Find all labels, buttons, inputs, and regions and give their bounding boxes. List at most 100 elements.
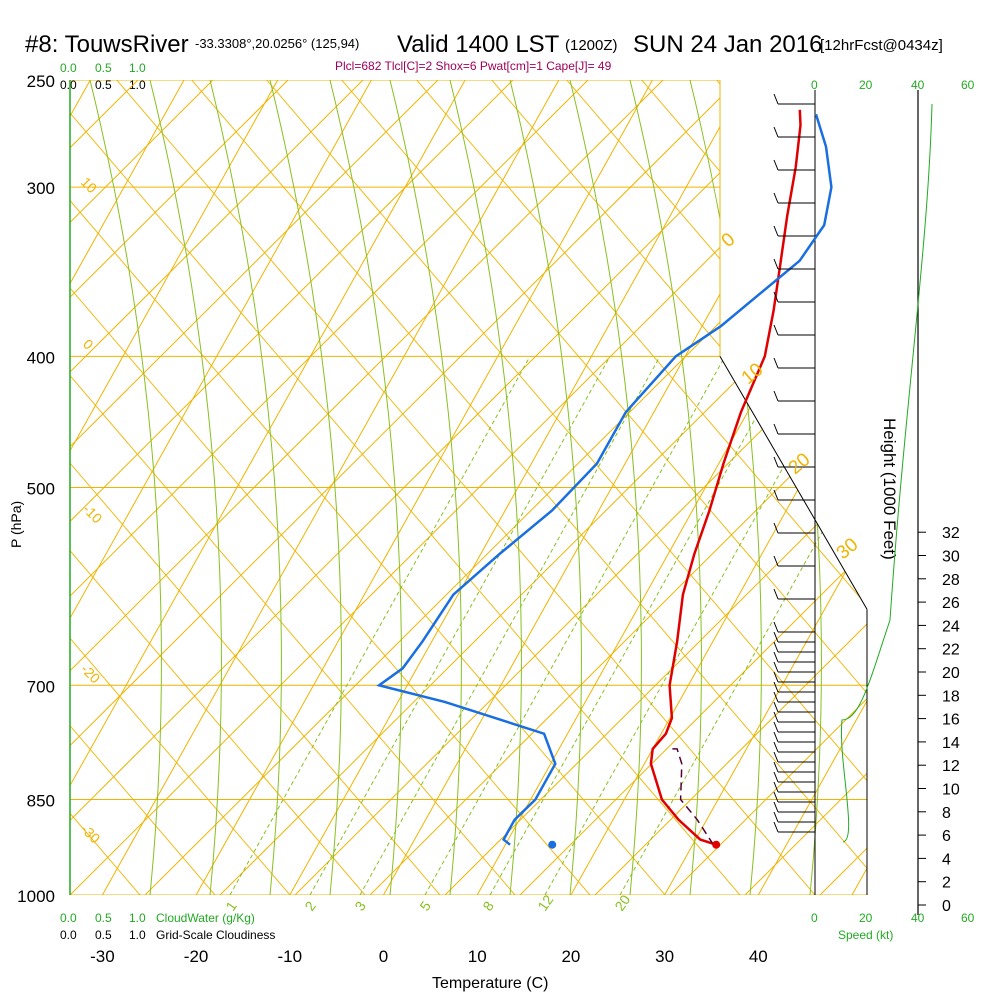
wind-barb-flag xyxy=(773,489,779,501)
pressure-tick-label: 250 xyxy=(27,72,55,91)
mixing-ratio-label: 5 xyxy=(416,898,434,914)
frame-diagonal xyxy=(719,356,868,610)
isotherm-label: 0 xyxy=(80,336,97,353)
dry-adiabat-line xyxy=(70,80,441,895)
height-tick-label: 14 xyxy=(942,735,960,752)
wind-barb-flag xyxy=(773,159,779,171)
valid-date: SUN 24 Jan 2016 xyxy=(633,31,822,58)
isotherm-line xyxy=(101,80,560,895)
wind-barb-flag xyxy=(773,761,779,773)
temp-tick-label: 40 xyxy=(749,947,768,966)
valid-zulu: (1200Z) xyxy=(565,37,618,54)
dry-adiabat-line xyxy=(519,80,867,895)
height-tick-label: 10 xyxy=(942,782,960,799)
moist-adiabat-line xyxy=(269,80,342,895)
y-axis-title: P (hPa) xyxy=(8,501,24,548)
moist-adiabat-line xyxy=(149,80,222,895)
dry-adiabat-line xyxy=(144,80,867,895)
mixing-ratio-label: 8 xyxy=(479,898,497,914)
wind-barb-flag xyxy=(773,671,779,683)
isotherm-label: -10 xyxy=(80,501,106,527)
isotherm-line xyxy=(851,80,867,895)
cloudiness-top-1: 1.0 xyxy=(129,78,146,92)
wind-barb-flag xyxy=(773,641,779,653)
wind-barb-flag xyxy=(773,621,779,633)
height-tick-label: 26 xyxy=(942,595,960,612)
temp-tick-label: -10 xyxy=(278,947,303,966)
height-tick-label: 24 xyxy=(942,618,960,635)
cloudiness-bot-1: 1.0 xyxy=(129,928,146,942)
dry-adiabat-label: 0 xyxy=(718,229,740,252)
mixing-ratio-line xyxy=(489,356,791,895)
moist-adiabat-line xyxy=(689,80,762,895)
moist-adiabat-line xyxy=(89,80,162,895)
cloudiness-bot-05: 0.5 xyxy=(95,928,112,942)
mixing-ratio-line xyxy=(229,356,531,895)
wind-barb-flag xyxy=(773,741,779,753)
mixing-ratio-line xyxy=(309,356,611,895)
wind-barb-flag xyxy=(773,701,779,713)
wind-barb-flag xyxy=(773,681,779,693)
dry-adiabat-line xyxy=(70,80,291,895)
dry-adiabat-line xyxy=(189,80,867,895)
wind-barb-flag xyxy=(773,771,779,783)
height-tick-label: 28 xyxy=(942,572,960,589)
dry-adiabat-line xyxy=(819,80,867,895)
mixing-ratio-line xyxy=(359,356,661,895)
mixing-ratio-line xyxy=(424,356,726,895)
dry-adiabat-line xyxy=(70,80,666,895)
surface-temp-marker xyxy=(712,840,721,849)
series-dewpoint-line xyxy=(376,113,833,846)
cloudiness-legend: Grid-Scale Cloudiness xyxy=(156,928,275,942)
pressure-tick-label: 400 xyxy=(27,348,55,367)
dry-adiabat-line xyxy=(564,80,867,895)
isotherm-line xyxy=(70,80,466,895)
isotherm-line xyxy=(664,80,867,895)
dry-adiabat-line xyxy=(70,80,441,895)
surface-dewpoint-marker xyxy=(548,840,557,849)
wind-barb-flag xyxy=(773,821,779,833)
dry-adiabat-line xyxy=(70,80,291,895)
pressure-tick-label: 300 xyxy=(27,179,55,198)
wind-barb-flag xyxy=(773,588,779,600)
height-tick-label: 8 xyxy=(942,805,951,822)
pressure-tick-label: 1000 xyxy=(17,887,55,906)
mixing-ratio-line xyxy=(619,356,867,895)
height-tick-label: 2 xyxy=(942,875,951,892)
cloud-bot-0: 0.0 xyxy=(60,911,77,925)
isotherm-line xyxy=(70,80,279,895)
speed-top-20: 20 xyxy=(859,78,873,92)
wind-barb-flag xyxy=(773,291,779,303)
cloud-bot-05: 0.5 xyxy=(95,911,112,925)
height-tick-label: 18 xyxy=(942,688,960,705)
isotherm-label: -30 xyxy=(78,821,104,847)
height-wind-profile xyxy=(840,103,933,843)
dry-adiabat-line xyxy=(70,80,741,895)
speed-top-40: 40 xyxy=(911,78,925,92)
speed-top-0: 0 xyxy=(811,78,818,92)
temp-tick-label: 20 xyxy=(561,947,580,966)
dry-adiabat-line xyxy=(339,80,867,895)
moist-adiabat-line xyxy=(629,80,702,895)
height-tick-label: 4 xyxy=(942,851,951,868)
height-tick-label: 6 xyxy=(942,828,951,845)
dry-adiabat-line xyxy=(70,80,816,895)
dry-adiabat-line xyxy=(414,80,867,895)
height-tick-label: 0 xyxy=(942,898,951,915)
cloud-top-05: 0.5 xyxy=(95,61,112,75)
speed-top-60: 60 xyxy=(961,78,975,92)
pressure-tick-label: 700 xyxy=(27,677,55,696)
moist-adiabat-line xyxy=(569,80,642,895)
wind-barb-flag xyxy=(773,456,779,468)
isotherm-line xyxy=(70,80,185,895)
isotherm-line xyxy=(289,80,747,895)
cloudiness-bot-0: 0.0 xyxy=(60,928,77,942)
wind-barb-flag xyxy=(773,651,779,663)
isotherm-line xyxy=(70,80,372,895)
dry-adiabat-line xyxy=(70,80,591,895)
wind-barb-flag xyxy=(773,801,779,813)
series-temperature-line xyxy=(649,109,802,846)
dry-adiabat-line xyxy=(70,80,666,895)
dry-adiabat-line xyxy=(70,80,516,895)
